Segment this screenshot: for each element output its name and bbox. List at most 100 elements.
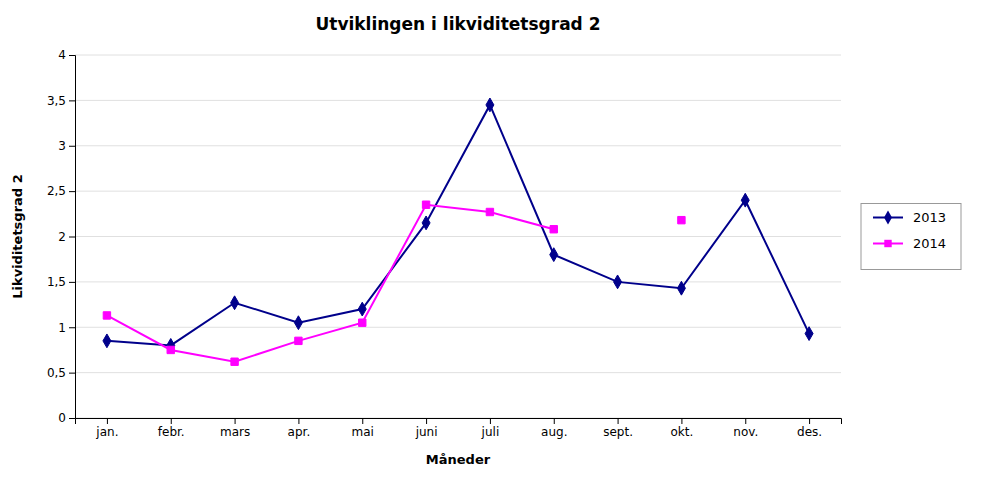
y-tick: 0 [58,411,75,425]
x-tick-mark [618,418,619,424]
x-axis-line [76,419,842,425]
y-tick-label: 0 [58,411,66,425]
grid-line [75,100,841,101]
x-tick: des. [797,418,822,439]
y-tick-label: 0,5 [47,366,66,380]
x-tick-mark [298,418,299,424]
y-tick-mark [69,191,75,192]
x-tick: sept. [603,418,633,439]
x-axis: jan.febr.marsapr.maijunijuliaug.sept.okt… [76,418,842,439]
y-tick-label: 3,5 [47,94,66,108]
x-tick-mark [681,418,682,424]
y-tick-label: 2,5 [47,184,66,198]
x-tick-label: des. [797,425,822,439]
x-tick: apr. [288,418,311,439]
x-tick-mark [745,418,746,424]
x-tick: febr. [158,418,185,439]
point [295,337,302,344]
point [294,316,302,330]
y-tick-label: 2 [58,230,66,244]
point [103,334,111,348]
y-tick-mark [69,100,75,101]
y-tick: 3 [58,139,75,153]
y-tick-mark [69,327,75,328]
x-tick-mark [809,418,810,424]
y-tick: 3,5 [47,94,75,108]
x-tick: juli [481,418,500,439]
x-tick-mark [554,418,555,424]
point [358,302,366,316]
y-tick-mark [69,237,75,238]
y-tick: 0,5 [47,366,75,380]
x-tick-label: juni [415,425,438,439]
x-tick-label: apr. [288,425,311,439]
chart: jan.febr.marsapr.maijunijuliaug.sept.okt… [0,0,981,480]
series [103,201,685,365]
x-tick-mark [362,418,363,424]
point [231,296,239,310]
y-axis-line [69,56,76,419]
x-tick-mark [107,418,108,424]
point [741,193,749,207]
legend: 2013 2014 [861,204,961,270]
x-tick-label: febr. [158,425,185,439]
point [805,327,813,341]
point [167,346,174,353]
point [550,226,557,233]
grid-line [75,55,841,56]
x-tick: juni [415,418,438,439]
legend-item: 2014 [873,236,946,251]
x-tick: mars [220,418,250,439]
y-tick-mark [69,418,75,419]
series-line [107,205,682,362]
x-tick-label: mars [220,425,250,439]
series [103,98,813,352]
x-tick-label: mai [352,425,374,439]
marks [103,98,813,365]
grid [75,55,841,418]
y-tick-label: 1 [58,321,66,335]
y-tick: 1,5 [47,275,75,289]
x-tick: mai [352,418,374,439]
x-tick-label: aug. [541,425,567,439]
point [422,216,430,230]
point [359,319,366,326]
x-tick: aug. [541,418,567,439]
point [231,358,238,365]
y-axis: 0 0,5 1 1,5 2 2,5 3 3,5 4 [47,48,76,425]
series-line [107,105,809,345]
y-tick-mark [69,373,75,374]
point [677,281,685,295]
point [678,216,685,223]
title: Utviklingen i likviditetsgrad 2 [315,14,600,34]
legend-label: 2014 [913,236,946,251]
y-tick: 1 [58,321,75,335]
point [486,98,494,112]
x-tick-mark [235,418,236,424]
x-tick: okt. [671,418,694,439]
point [486,208,493,215]
grid-line [75,327,841,328]
y-tick: 2,5 [47,184,75,198]
grid-line [75,281,841,282]
x-tick: nov. [733,418,758,439]
y-axis-title: Likviditetsgrad 2 [10,174,25,298]
y-tick-mark [69,282,75,283]
plot: jan.febr.marsapr.maijunijuliaug.sept.okt… [47,48,842,438]
y-tick-mark [69,55,75,56]
y-tick: 2 [58,230,75,244]
legend-frame [861,204,961,270]
grid-line [75,236,841,237]
point [550,248,558,262]
point [103,312,110,319]
x-tick-label: juli [481,425,500,439]
x-axis-title: Måneder [426,452,491,467]
x-tick-label: okt. [671,425,694,439]
x-tick-mark [426,418,427,424]
x-tick-label: nov. [733,425,758,439]
x-tick-mark [171,418,172,424]
x-tick-label: sept. [603,425,633,439]
legend-item: 2013 [873,210,946,225]
y-tick: 4 [58,48,75,62]
y-tick-label: 3 [58,139,66,153]
